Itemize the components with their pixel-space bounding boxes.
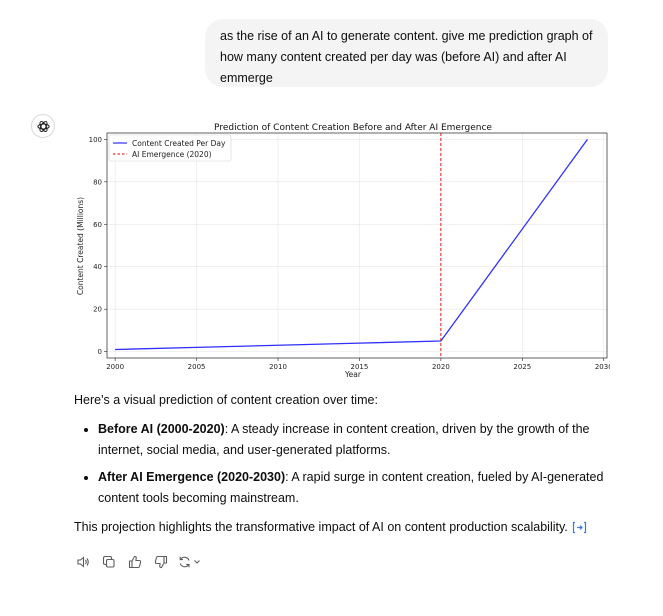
bullet-text: : A rapid surge in content creation, fue…: [98, 470, 604, 505]
x-tick-label: 2000: [106, 363, 124, 371]
thumbs-down-icon[interactable]: [150, 553, 172, 571]
legend-label-vline: AI Emergence (2020): [132, 150, 212, 159]
chart-svg: Prediction of Content Creation Before an…: [76, 123, 610, 379]
assistant-avatar: [31, 114, 55, 138]
x-axis-label: Year: [344, 370, 362, 379]
read-aloud-icon[interactable]: [72, 553, 94, 571]
regenerate-icon[interactable]: [176, 553, 206, 571]
bullet-heading: Before AI (2000-2020): [98, 422, 225, 436]
user-message-bubble: as the rise of an AI to generate content…: [205, 19, 608, 87]
legend-label-series: Content Created Per Day: [132, 139, 226, 148]
response-closing: This projection highlights the transform…: [74, 517, 634, 541]
y-tick-label: 80: [93, 178, 102, 186]
x-tick-label: 2005: [188, 363, 206, 371]
copy-icon[interactable]: [98, 553, 120, 571]
y-tick-label: 40: [93, 263, 102, 271]
thumbs-up-icon[interactable]: [124, 553, 146, 571]
prediction-chart: Prediction of Content Creation Before an…: [70, 116, 610, 382]
bullet-heading: After AI Emergence (2020-2030): [98, 470, 286, 484]
openai-logo-icon: [36, 120, 50, 132]
y-tick-label: 100: [89, 136, 102, 144]
closing-text: This projection highlights the transform…: [74, 520, 568, 534]
plot-frame: [106, 132, 608, 359]
response-bullet: After AI Emergence (2020-2030): A rapid …: [98, 467, 634, 509]
user-message-text: as the rise of an AI to generate content…: [220, 29, 593, 85]
y-tick-label: 20: [93, 306, 102, 314]
x-tick-label: 2025: [513, 363, 531, 371]
y-axis-label: Content Created (Millions): [76, 197, 85, 295]
chart-title: Prediction of Content Creation Before an…: [214, 123, 492, 133]
x-tick-label: 2030: [595, 363, 610, 371]
chart-legend: Content Created Per Day AI Emergence (20…: [108, 134, 232, 162]
x-tick-label: 2015: [351, 363, 369, 371]
x-tick-label: 2020: [432, 363, 450, 371]
response-bullet-list: Before AI (2000-2020): A steady increase…: [74, 419, 634, 509]
response-intro: Here's a visual prediction of content cr…: [74, 393, 378, 407]
chart-series: [115, 133, 588, 358]
response-bullet: Before AI (2000-2020): A steady increase…: [98, 419, 634, 461]
y-tick-label: 0: [98, 348, 102, 356]
series-line-content-created: [115, 138, 588, 351]
y-tick-label: 60: [93, 221, 102, 229]
message-actions: [72, 553, 206, 571]
x-tick-label: 2010: [269, 363, 287, 371]
x-axis-ticks: 2000 2005 2010 2015 2020 2025 2030: [106, 358, 610, 371]
bullet-text: : A steady increase in content creation,…: [98, 422, 590, 457]
chart-grid: [107, 133, 607, 358]
y-axis-ticks: 0 20 40 60 80 100: [89, 136, 107, 356]
assistant-response: Here's a visual prediction of content cr…: [74, 390, 634, 541]
chevron-down-icon: [194, 560, 200, 564]
code-interpreter-icon[interactable]: [572, 520, 587, 541]
